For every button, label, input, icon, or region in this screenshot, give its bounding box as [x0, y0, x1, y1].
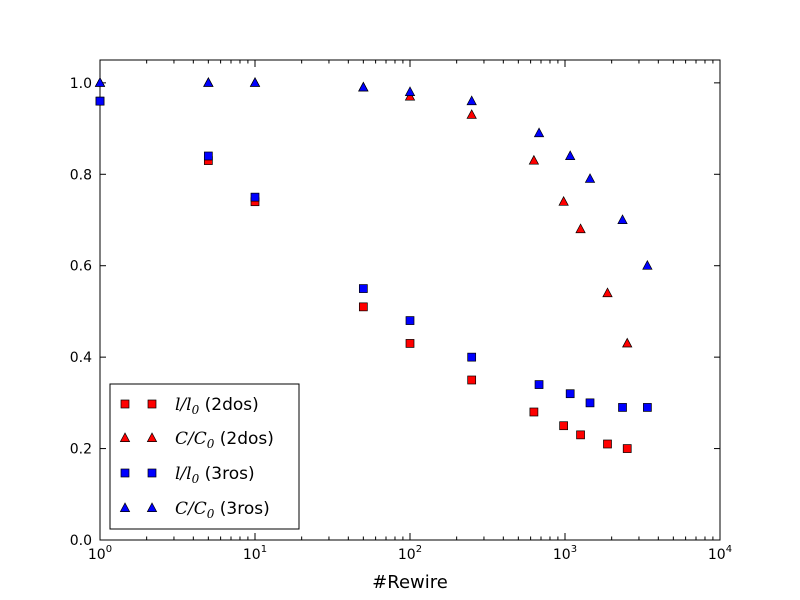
- x-tick-base: 10: [708, 547, 726, 563]
- data-point: [250, 192, 260, 202]
- legend-label-math: l/l: [175, 464, 192, 484]
- x-tick-exponent: 1: [261, 544, 267, 555]
- legend-label-subscript: 0: [192, 403, 200, 417]
- x-tick-label: 103: [553, 544, 577, 563]
- legend-marker: [119, 432, 131, 442]
- data-points: [94, 77, 653, 453]
- x-tick-base: 10: [243, 547, 261, 563]
- data-point: [622, 337, 633, 348]
- legend-entry: C/C0 (3ros): [119, 499, 270, 521]
- legend-label-subscript: 0: [207, 507, 215, 521]
- legend-marker: [119, 502, 131, 512]
- data-point: [575, 223, 586, 234]
- x-tick-exponent: 0: [106, 544, 112, 555]
- x-axis: 100 101 102 103 104: [88, 60, 732, 563]
- legend-label-math: C/C: [175, 429, 207, 449]
- x-tick-exponent: 2: [416, 544, 422, 555]
- data-point: [529, 407, 539, 417]
- data-point: [585, 398, 595, 408]
- data-point: [617, 214, 628, 224]
- data-point: [558, 195, 569, 206]
- legend-label: l/l0 (3ros): [175, 464, 255, 486]
- data-point: [643, 403, 652, 412]
- data-point: [203, 77, 214, 87]
- x-tick-exponent: 4: [726, 544, 732, 555]
- legend-marker: [147, 468, 157, 478]
- legend-marker: [146, 502, 158, 512]
- data-point: [618, 403, 627, 412]
- x-tick-label: 104: [708, 544, 732, 563]
- legend-label: C/C0 (2dos): [175, 429, 274, 451]
- x-tick-base: 10: [398, 547, 416, 563]
- legend-box: [109, 383, 300, 530]
- legend-label-math: C/C: [175, 499, 207, 519]
- data-point: [358, 302, 368, 312]
- legend-label: C/C0 (3ros): [175, 499, 270, 521]
- data-point: [564, 150, 576, 160]
- data-point: [467, 375, 477, 385]
- series-2: [95, 96, 652, 412]
- data-point: [203, 151, 213, 161]
- data-point: [95, 96, 105, 106]
- legend-entry: l/l0 (3ros): [120, 464, 255, 486]
- data-point: [622, 444, 632, 453]
- legend-label-suffix: (2dos): [199, 395, 259, 415]
- data-point: [358, 284, 368, 293]
- legend-marker: [146, 432, 158, 442]
- legend-entry: C/C0 (2dos): [119, 429, 274, 451]
- x-tick-label: 102: [398, 544, 422, 563]
- legend-label-suffix: (3ros): [214, 499, 269, 519]
- data-point: [249, 77, 261, 87]
- legend-marker: [147, 399, 157, 409]
- data-point: [584, 173, 596, 183]
- legend-label-subscript: 0: [192, 472, 200, 486]
- x-tick-label: 101: [243, 544, 267, 563]
- data-point: [467, 352, 477, 362]
- legend-label-subscript: 0: [207, 437, 215, 451]
- y-tick-label: 0.0: [70, 533, 92, 549]
- series-3: [94, 77, 653, 270]
- data-point: [559, 421, 568, 431]
- y-tick-label: 1.0: [70, 76, 92, 92]
- legend-marker: [120, 399, 130, 409]
- data-point: [94, 77, 106, 87]
- data-point: [533, 127, 545, 138]
- legend-label-suffix: (2dos): [214, 429, 274, 449]
- data-point: [528, 154, 540, 165]
- data-point: [576, 430, 585, 440]
- data-point: [358, 81, 369, 92]
- data-point: [466, 109, 477, 119]
- y-tick-label: 0.4: [70, 350, 92, 366]
- y-tick-label: 0.8: [70, 167, 92, 183]
- y-tick-label: 0.2: [70, 442, 92, 458]
- data-point: [466, 95, 477, 106]
- data-point: [603, 439, 612, 449]
- x-tick-base: 10: [553, 547, 571, 563]
- legend-marker: [120, 468, 130, 478]
- data-point: [602, 287, 613, 298]
- data-point: [404, 86, 416, 96]
- data-point: [405, 339, 415, 348]
- data-point: [642, 259, 653, 270]
- y-tick-label: 0.6: [70, 259, 92, 275]
- series-0: [95, 96, 632, 453]
- legend-label: l/l0 (2dos): [175, 395, 259, 417]
- legend-label-suffix: (3ros): [199, 464, 254, 484]
- x-tick-base: 10: [88, 547, 106, 563]
- data-point: [565, 389, 575, 399]
- legend-label-math: l/l: [175, 395, 192, 415]
- x-tick-exponent: 3: [571, 544, 577, 555]
- x-axis-title: #Rewire: [372, 572, 448, 593]
- legend-entry: l/l0 (2dos): [120, 395, 259, 417]
- legend: l/l0 (2dos)C/C0 (2dos)l/l0 (3ros)C/C0 (3…: [109, 383, 300, 530]
- data-point: [405, 316, 415, 325]
- x-tick-label: 100: [88, 544, 112, 563]
- data-point: [534, 380, 544, 389]
